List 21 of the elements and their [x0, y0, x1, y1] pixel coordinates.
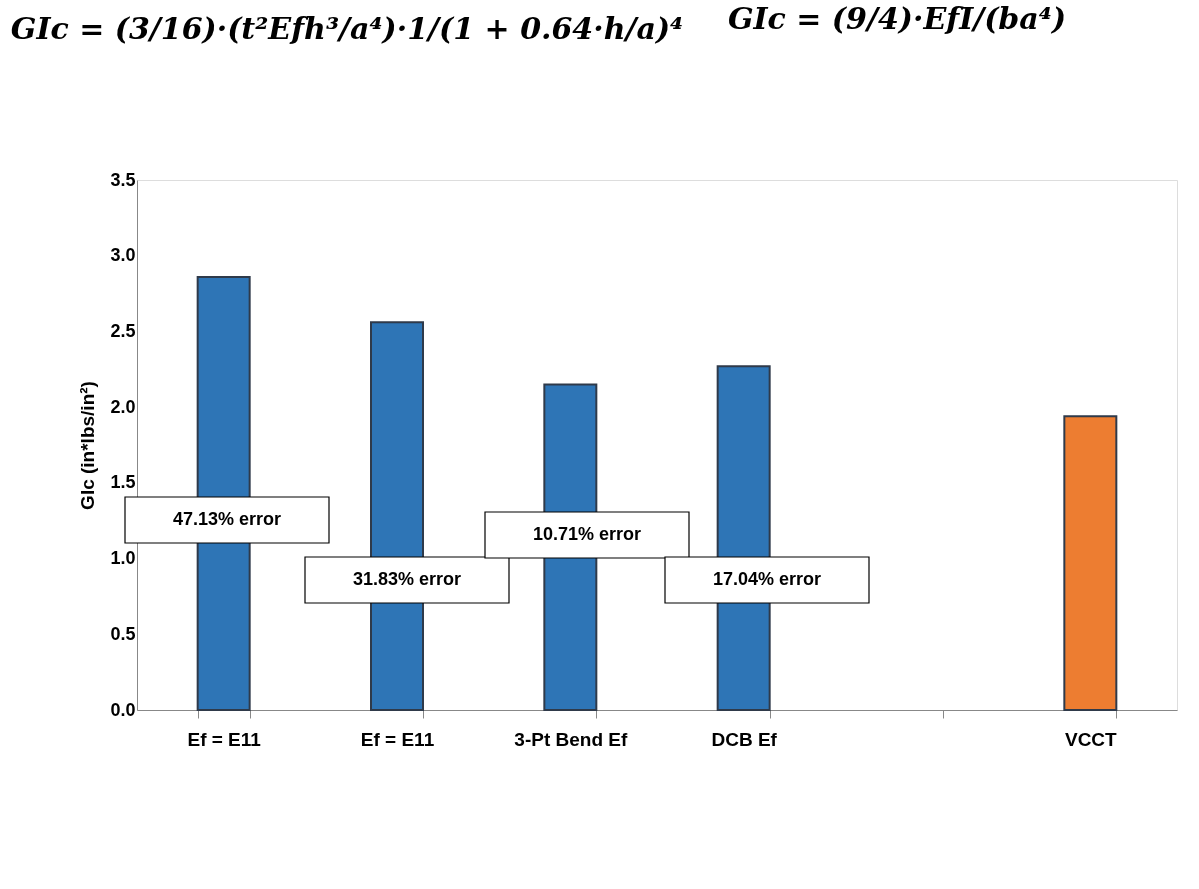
y-tick-label: 2.0 — [110, 396, 136, 417]
annotation: 17.04% error — [712, 569, 822, 589]
y-tick-label: 2.5 — [110, 320, 136, 341]
y-tick-label: 0.0 — [110, 699, 136, 720]
y-tick-label: 0.5 — [110, 623, 136, 644]
y-tick-label: 3.0 — [110, 245, 136, 266]
annotation: 31.83% error — [352, 569, 462, 589]
x-tick-label: Ef = E11 — [187, 728, 262, 750]
text: GIc = (3/16)·(t²Efh³/a⁴)·1/(1 + 0.64·h/a)⁴ — [10, 11, 684, 46]
x-tick-label: Ef = E11 — [360, 728, 435, 750]
x-tick-label: DCB Ef — [711, 728, 778, 750]
y-axis-title: GIc (in*lbs/in²) — [77, 381, 99, 510]
bar — [1063, 415, 1118, 711]
y-tick-label: 3.5 — [110, 169, 136, 190]
annotation: 47.13% error — [172, 509, 282, 529]
y-tick-label: 1.5 — [110, 472, 136, 493]
text: GIc = (9/4)·EfI/(ba⁴) — [727, 1, 1067, 36]
x-tick-label: VCCT — [1064, 728, 1118, 750]
x-tick-label: 3-Pt Bend Ef — [514, 728, 628, 750]
annotation: 10.71% error — [532, 524, 642, 544]
y-tick-label: 1.0 — [110, 548, 136, 569]
